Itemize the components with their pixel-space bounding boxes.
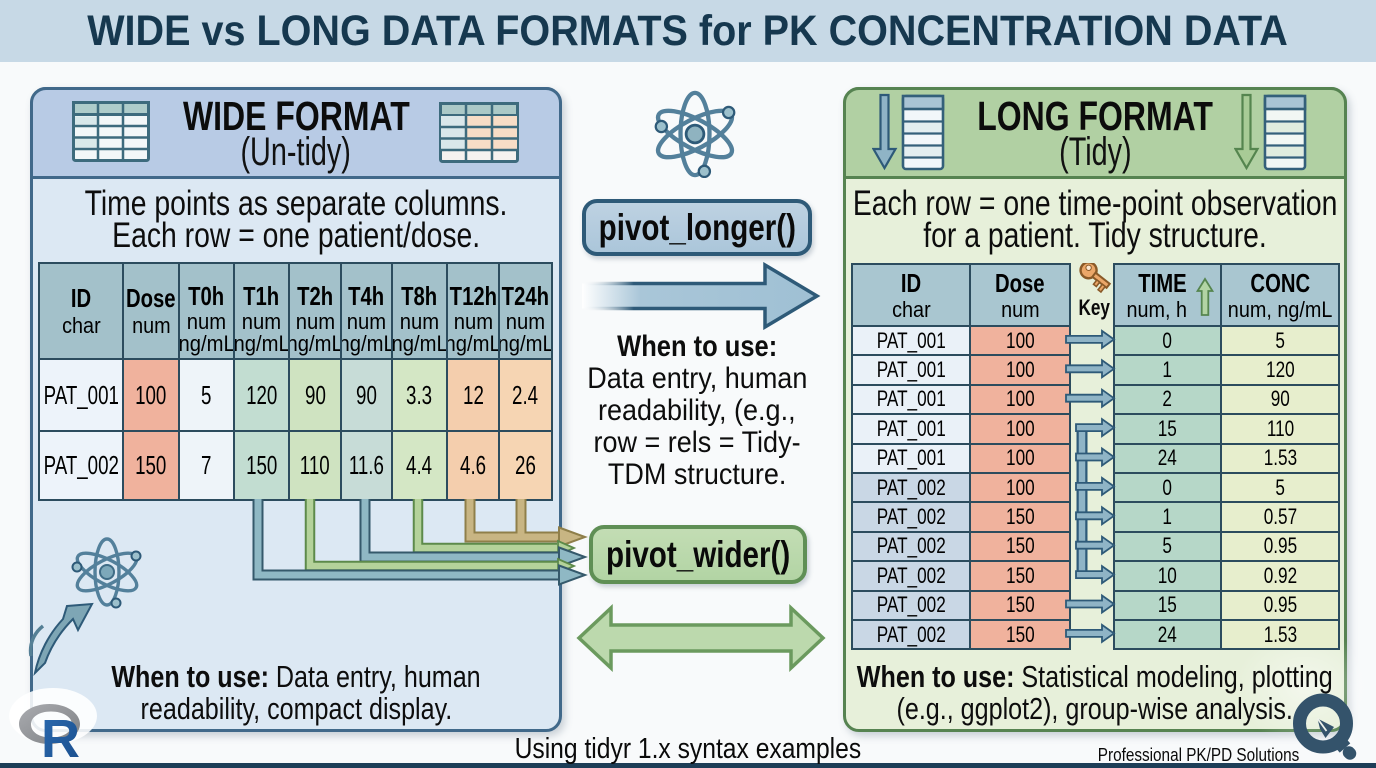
svg-text:R: R [41, 709, 80, 768]
